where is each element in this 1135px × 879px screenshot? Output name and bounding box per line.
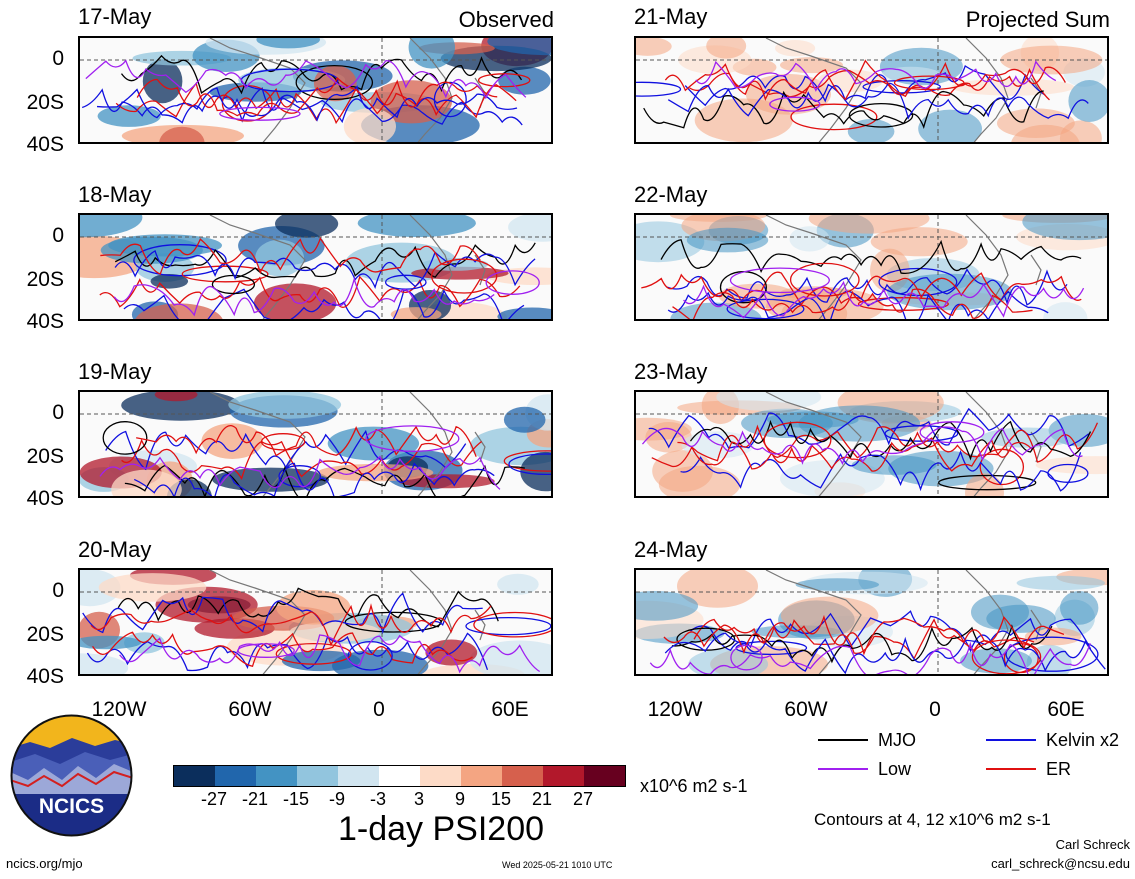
projected-sum-label: Projected Sum: [965, 7, 1110, 32]
colorbar-cell: [256, 766, 297, 786]
colorbar-tick: 3: [413, 789, 424, 809]
colorbar-tick: -27: [200, 789, 227, 809]
lat-label: 40S: [26, 665, 64, 688]
lon-label: 120W: [91, 698, 147, 721]
map-graphic: [636, 392, 1107, 496]
colorbar-cell: [379, 766, 420, 786]
observed-label: Observed: [458, 7, 554, 32]
colorbar-cell: [420, 766, 461, 786]
colorbar-cell: [215, 766, 256, 786]
lat-label: 20S: [26, 268, 64, 291]
colorbar-tick: -3: [369, 789, 386, 809]
date-label-right-1: 21-May: [634, 4, 708, 29]
lat-label: 20S: [26, 91, 64, 114]
colorbar-tick: 9: [454, 789, 465, 809]
legend-er-label: ER: [1046, 759, 1072, 779]
map-graphic: [80, 570, 551, 674]
lat-label: 0: [52, 224, 64, 247]
timestamp: Wed 2025-05-21 1010 UTC: [502, 860, 613, 870]
lon-label: 60E: [1047, 698, 1085, 721]
date-label-left-4: 20-May: [78, 537, 152, 562]
lat-label: 40S: [26, 133, 64, 156]
map-panel: [634, 390, 1109, 498]
author-email: carl_schreck@ncsu.edu: [991, 856, 1130, 871]
legend-er-line: [986, 768, 1036, 770]
legend-kelvin-line: [986, 739, 1036, 741]
legend-mjo-label: MJO: [878, 730, 916, 750]
legend-low-line: [818, 768, 868, 770]
map-graphic: [636, 570, 1107, 674]
colorbar-cell: [297, 766, 338, 786]
lon-label: 60W: [784, 698, 828, 721]
colorbar-cell: [338, 766, 379, 786]
author: Carl Schreck: [1055, 837, 1130, 852]
lat-label: 20S: [26, 623, 64, 646]
lat-label: 20S: [26, 445, 64, 468]
legend-kelvin-label: Kelvin x2: [1046, 730, 1120, 750]
colorbar-cell: [461, 766, 502, 786]
colorbar-tick: -9: [328, 789, 345, 809]
date-label-right-4: 24-May: [634, 537, 708, 562]
map-panel: [78, 568, 553, 676]
date-label-left-3: 19-May: [78, 359, 152, 384]
colorbar-units: x10^6 m2 s-1: [640, 776, 748, 796]
colorbar-tick: 21: [531, 789, 553, 809]
legend-low-label: Low: [878, 759, 912, 779]
map-panel: [78, 36, 553, 144]
date-label-left-1: 17-May: [78, 4, 152, 29]
map-panel: [78, 390, 553, 498]
map-graphic: [636, 38, 1107, 142]
date-label-right-3: 23-May: [634, 359, 708, 384]
date-label-left-2: 18-May: [78, 182, 152, 207]
colorbar-cell: [174, 766, 215, 786]
map-graphic: [80, 392, 551, 496]
map-panel: [634, 36, 1109, 144]
colorbar-cell: [584, 766, 625, 786]
lon-label: 0: [373, 698, 385, 721]
colorbar-tick: -15: [282, 789, 309, 809]
map-panel: [634, 213, 1109, 321]
map-panel: [634, 568, 1109, 676]
date-label-right-2: 22-May: [634, 182, 708, 207]
colorbar: [173, 765, 626, 787]
colorbar-cell: [543, 766, 584, 786]
lon-label: 60W: [228, 698, 272, 721]
lat-label: 0: [52, 579, 64, 602]
legend-mjo-line: [818, 739, 868, 741]
colorbar-tick: -21: [241, 789, 268, 809]
colorbar-tick: 27: [572, 789, 594, 809]
contour-note: Contours at 4, 12 x10^6 m2 s-1: [814, 810, 1051, 829]
lon-label: 0: [929, 698, 941, 721]
map-graphic: [80, 215, 551, 319]
lat-label: 0: [52, 401, 64, 424]
colorbar-cell: [502, 766, 543, 786]
map-panel: [78, 213, 553, 321]
lat-label: 40S: [26, 310, 64, 333]
lat-label: 40S: [26, 487, 64, 510]
logo-text: NCICS: [38, 795, 105, 818]
map-graphic: [636, 215, 1107, 319]
colorbar-tick: 15: [490, 789, 512, 809]
lat-label: 0: [52, 47, 64, 70]
lon-label: 60E: [491, 698, 529, 721]
ncics-logo: [10, 714, 133, 837]
site-url: ncics.org/mjo: [6, 856, 83, 871]
map-graphic: [80, 38, 551, 142]
figure-title: 1-day PSI200: [338, 810, 545, 848]
lon-label: 120W: [647, 698, 703, 721]
